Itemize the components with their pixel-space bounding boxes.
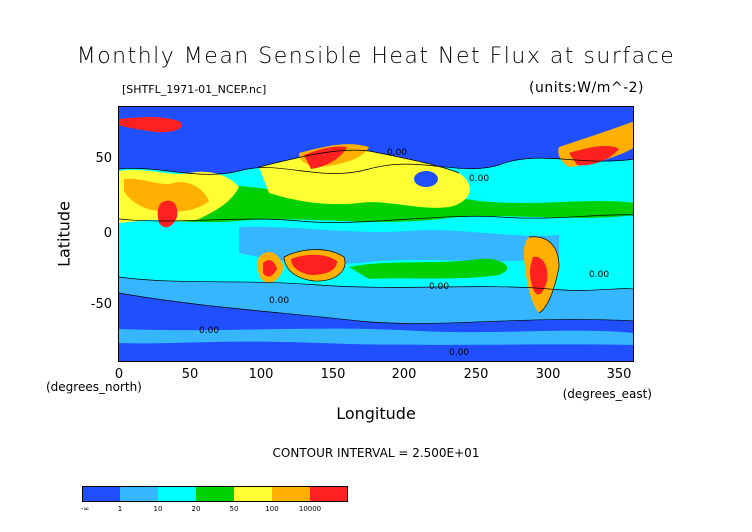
contour-labels: 0.00 0.00 0.00 0.00 0.00 0.00 0.00 bbox=[199, 148, 609, 358]
africa-red bbox=[263, 260, 277, 277]
colorbar-label: 10 bbox=[153, 505, 163, 513]
contour-interval-label: CONTOUR INTERVAL = 2.500E+01 bbox=[272, 446, 480, 460]
colorbar-label: 50 bbox=[229, 505, 239, 513]
arctic-red-1 bbox=[119, 117, 182, 133]
australia-red bbox=[291, 254, 337, 275]
pacific-eddy bbox=[414, 171, 438, 187]
x-tick-label: 250 bbox=[463, 367, 489, 382]
x-tick-label: 150 bbox=[320, 367, 346, 382]
contour-label: 0.00 bbox=[387, 148, 407, 158]
contour-lines bbox=[119, 149, 633, 324]
contour-label: 0.00 bbox=[449, 348, 469, 358]
northern-blue-band bbox=[119, 107, 633, 175]
colorbar-label: 20 bbox=[191, 505, 201, 513]
colorbar-label: 100 bbox=[265, 505, 279, 513]
x-axis-label: Longitude bbox=[336, 404, 416, 423]
x-tick-label: 50 bbox=[181, 367, 199, 382]
south-america-red bbox=[530, 256, 548, 295]
colorbar-swatch bbox=[83, 487, 120, 501]
y-tick-label: -50 bbox=[90, 297, 112, 312]
colorbar-swatch bbox=[272, 487, 310, 501]
contour-label: 0.00 bbox=[429, 282, 449, 292]
y-tick-label: 0 bbox=[103, 226, 112, 241]
map-title: Monthly Mean Sensible Heat Net Flux at s… bbox=[76, 44, 676, 69]
colorbar-swatch bbox=[196, 487, 234, 501]
colorbar-label: 1 bbox=[117, 505, 123, 513]
colorbar-swatch bbox=[234, 487, 272, 501]
colorbar-swatch bbox=[310, 487, 347, 501]
file-label: [SHTFL_1971-01_NCEP.nc] bbox=[122, 83, 267, 96]
contour-label: 0.00 bbox=[469, 174, 489, 184]
antarctic-band bbox=[119, 328, 633, 345]
colorbar bbox=[82, 486, 348, 502]
south-green-patch bbox=[349, 258, 508, 279]
contour-map: 0.00 0.00 0.00 0.00 0.00 0.00 0.00 bbox=[119, 107, 633, 361]
colorbar-swatch bbox=[158, 487, 196, 501]
eurasia-red bbox=[304, 146, 347, 169]
colorbar-swatch bbox=[120, 487, 158, 501]
contour-label: 0.00 bbox=[589, 270, 609, 280]
x-tick-label: 0 bbox=[114, 367, 124, 382]
x-axis-units-note: (degrees_east) bbox=[562, 387, 652, 401]
x-tick-label: 350 bbox=[606, 367, 632, 382]
x-tick-label: 200 bbox=[391, 367, 417, 382]
colorbar-label: -∞ bbox=[80, 505, 90, 513]
contour-label: 0.00 bbox=[199, 326, 219, 336]
x-tick-label: 300 bbox=[535, 367, 561, 382]
units-label: (units:W/m^-2) bbox=[529, 80, 644, 96]
map-plot-area: 0.00 0.00 0.00 0.00 0.00 0.00 0.00 bbox=[118, 106, 634, 362]
north-america-orange bbox=[124, 178, 209, 212]
y-axis-units-note: (degrees_north) bbox=[46, 380, 142, 394]
y-tick-label: 50 bbox=[95, 151, 112, 166]
contour-label: 0.00 bbox=[269, 296, 289, 306]
colorbar-label: 10000 bbox=[298, 505, 322, 513]
y-axis-label: Latitude bbox=[54, 201, 74, 267]
x-tick-label: 100 bbox=[248, 367, 274, 382]
